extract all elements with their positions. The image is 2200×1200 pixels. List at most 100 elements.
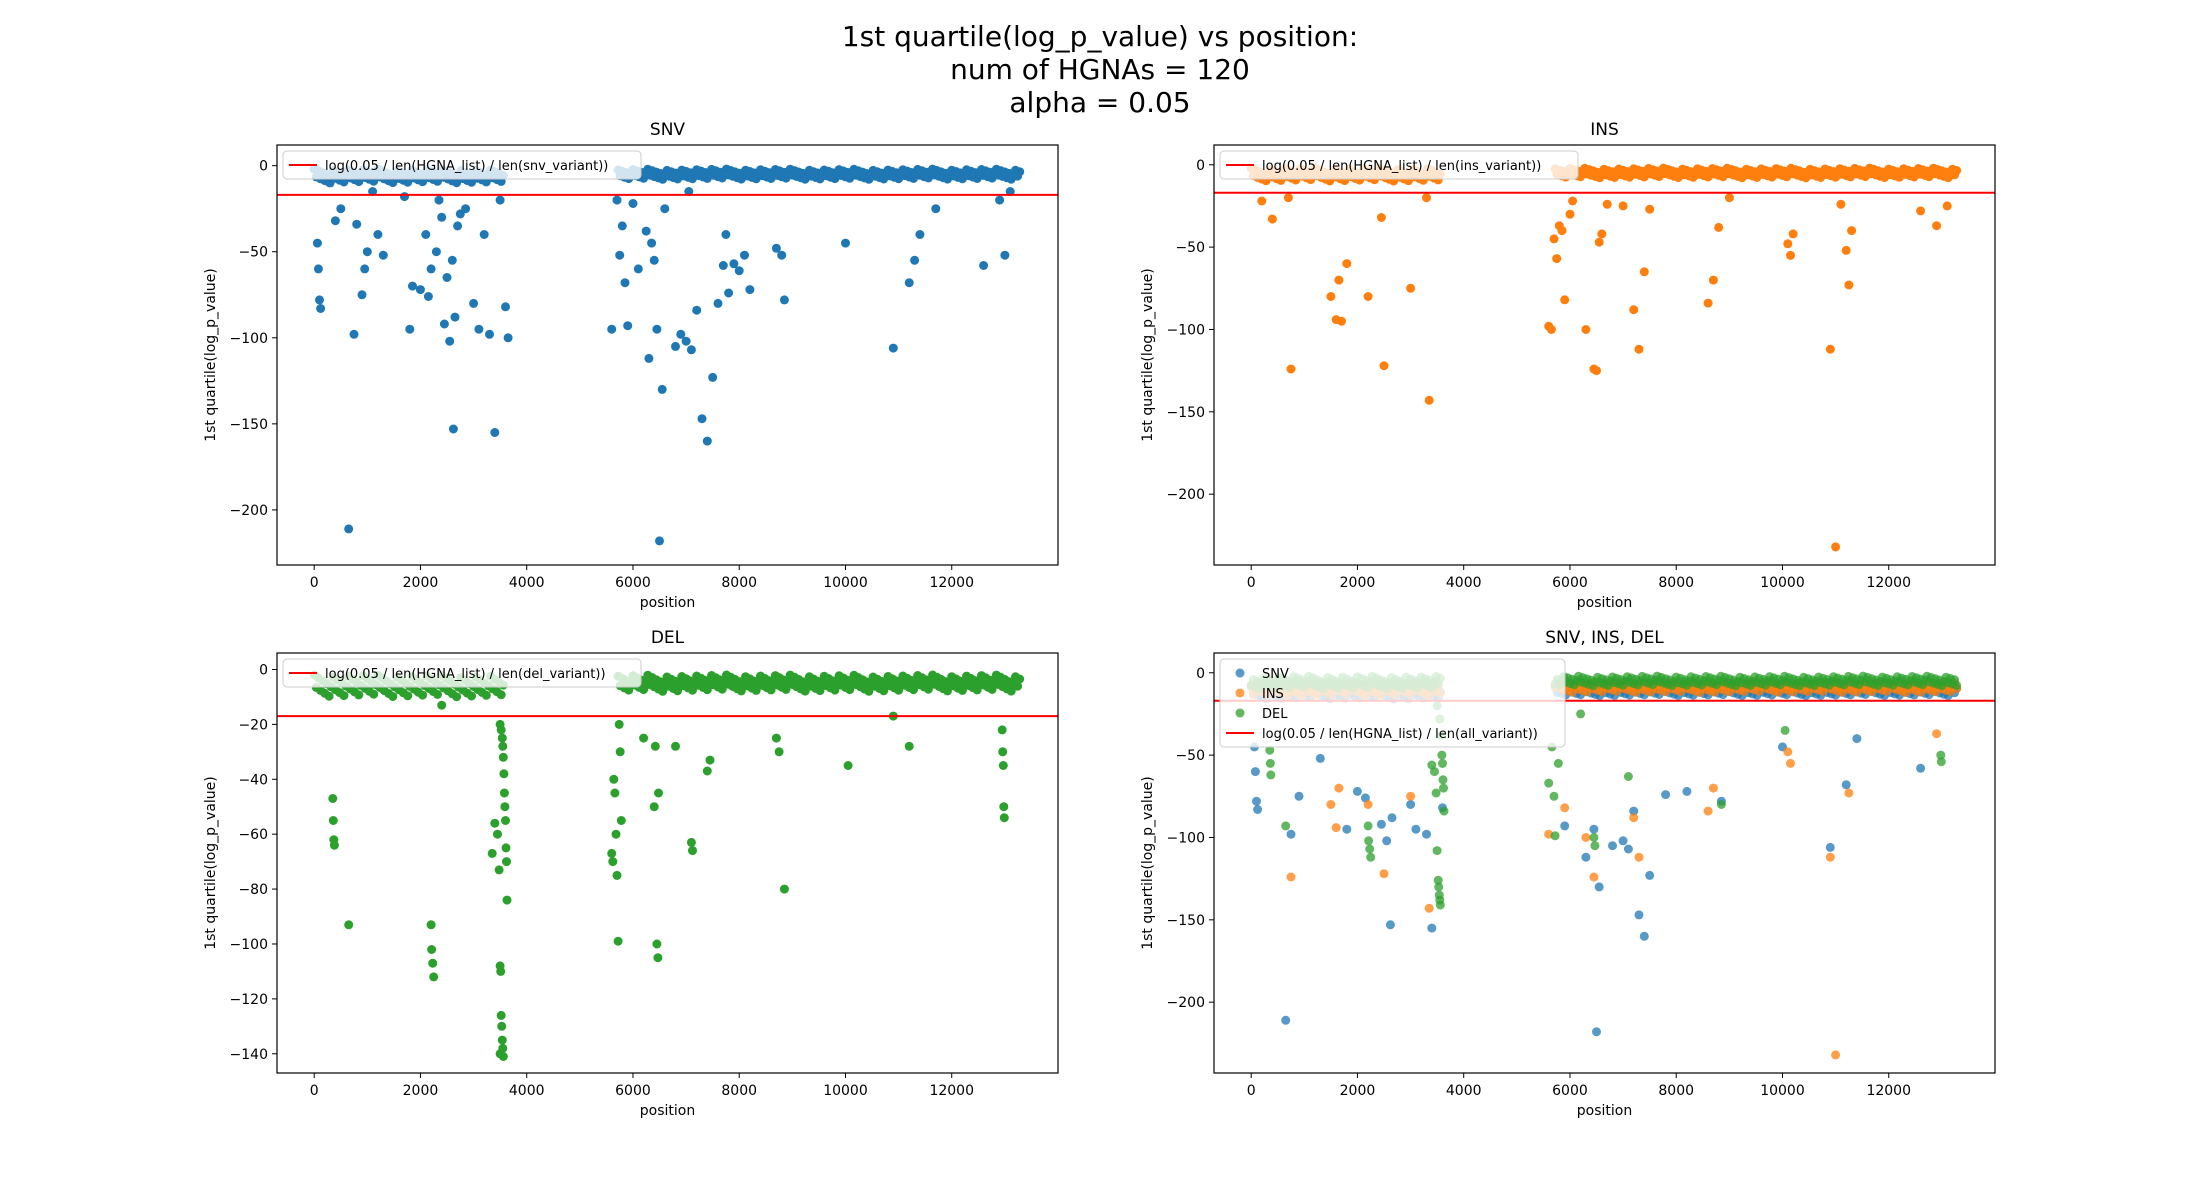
data-point-snv <box>434 195 444 205</box>
data-point-del <box>1590 841 1600 851</box>
data-point-snv <box>1281 1015 1291 1025</box>
data-point-del-dense <box>418 690 428 700</box>
data-point-snv <box>313 264 323 274</box>
x-tick-label: 12000 <box>929 575 974 591</box>
data-point-snv <box>904 278 914 288</box>
data-point-snv <box>450 312 460 322</box>
data-point-snv <box>501 302 510 312</box>
subplot-title: INS <box>1590 120 1619 140</box>
x-tick-label: 2000 <box>1340 575 1376 591</box>
data-point-del <box>429 972 439 982</box>
data-point-snv <box>713 298 723 308</box>
data-point-snv <box>671 341 680 351</box>
data-point-snv <box>686 345 696 355</box>
data-point-ins <box>1942 201 1952 211</box>
data-point-snv <box>692 305 702 315</box>
data-point-del-dense <box>987 684 997 694</box>
data-point-del <box>1716 800 1726 809</box>
data-point-del <box>705 755 715 765</box>
plot-area <box>1246 163 1962 552</box>
data-point-del-dense <box>702 685 712 695</box>
y-axis-label: 1st quartile(log_p_value) <box>203 268 219 442</box>
data-point-ins <box>1560 803 1570 813</box>
data-point-snv <box>1315 753 1325 763</box>
x-tick-label: 6000 <box>615 575 651 591</box>
y-tick-label: −140 <box>230 1047 268 1063</box>
data-point-del-dense <box>639 685 649 695</box>
data-point-del <box>771 733 781 743</box>
data-point-snv <box>644 353 654 363</box>
data-point-del <box>328 794 338 803</box>
x-tick-label: 6000 <box>1552 1083 1588 1099</box>
data-point-snv <box>1645 870 1655 880</box>
data-point-ins <box>1703 298 1713 308</box>
legend-label: log(0.05 / len(HGNA_list) / len(snv_vari… <box>325 159 608 174</box>
subplot-1: SNV 0 2000 4000 6000 8000 10000 12000 0 −50 −100 −1… <box>203 120 1059 611</box>
data-point-del <box>650 741 660 751</box>
data-point-snv <box>1852 734 1862 744</box>
y-tick-label: −100 <box>230 937 268 953</box>
data-point-snv <box>620 278 630 288</box>
data-point-ins <box>1831 542 1841 552</box>
legend: SNV INS DEL log(0.05 / len(HGNA_list) / len… <box>1219 658 1566 748</box>
data-point-snv <box>485 329 494 339</box>
x-tick-label: 10000 <box>823 1083 868 1099</box>
legend-marker <box>1235 668 1245 678</box>
axes-frame <box>1213 652 1996 1074</box>
data-point-ins <box>1568 196 1578 206</box>
data-point-del-dense <box>354 690 364 700</box>
data-point-del <box>612 870 622 880</box>
data-point-del-dense <box>1952 680 1962 690</box>
data-point-ins <box>1267 214 1277 224</box>
data-point-ins <box>1847 226 1857 236</box>
data-point-del <box>688 846 697 856</box>
x-tick-label: 10000 <box>1760 575 1805 591</box>
data-point-snv <box>1916 763 1926 773</box>
data-point-snv <box>357 290 367 300</box>
data-point-snv <box>931 204 941 214</box>
data-point-ins <box>1844 788 1854 798</box>
data-point-snv <box>1661 790 1671 800</box>
legend-label: log(0.05 / len(HGNA_list) / len(ins_vari… <box>1262 159 1541 174</box>
legend-box <box>1219 658 1566 748</box>
data-point-del-dense <box>496 690 506 700</box>
data-point-del-dense <box>845 685 855 695</box>
data-point-ins <box>1342 259 1352 269</box>
data-point-snv <box>708 372 718 382</box>
data-point-del <box>1439 783 1448 793</box>
data-point-snv <box>448 424 458 434</box>
legend: log(0.05 / len(HGNA_list) / len(del_vari… <box>282 658 642 688</box>
subplot-title: SNV, INS, DEL <box>1545 628 1664 648</box>
data-point-del <box>1430 767 1439 777</box>
data-point-del <box>1364 836 1374 846</box>
data-point-del <box>1432 846 1442 856</box>
data-point-del <box>344 920 354 930</box>
data-point-del-dense <box>957 685 967 695</box>
data-point-del <box>649 802 659 812</box>
data-point-del <box>499 769 509 779</box>
y-tick-label: 0 <box>259 159 268 175</box>
data-point-del <box>999 813 1009 823</box>
y-tick-label: −100 <box>1167 830 1205 846</box>
axes-frame <box>276 144 1059 566</box>
legend: log(0.05 / len(HGNA_list) / len(snv_vari… <box>282 150 642 180</box>
y-tick-label: −150 <box>1167 405 1205 421</box>
legend-marker <box>1235 688 1245 698</box>
data-point-del-dense <box>481 690 491 700</box>
data-point-del <box>1365 844 1375 854</box>
data-point-ins <box>1634 344 1644 354</box>
x-tick-label: 2000 <box>403 1083 439 1099</box>
y-tick-label: −60 <box>238 827 268 843</box>
data-point-snv <box>1387 813 1397 823</box>
axes-frame <box>276 652 1059 1074</box>
data-point-ins <box>1639 267 1649 277</box>
data-point-del-dense <box>736 686 746 696</box>
data-point-del <box>639 733 649 743</box>
data-point-del-dense <box>909 685 918 695</box>
x-axis-label: position <box>1577 1103 1632 1119</box>
data-point-snv <box>1618 836 1628 846</box>
data-point-snv <box>718 261 728 270</box>
data-point-del <box>501 843 511 853</box>
y-tick-label: −50 <box>1175 240 1205 256</box>
y-tick-label: −200 <box>230 503 268 519</box>
